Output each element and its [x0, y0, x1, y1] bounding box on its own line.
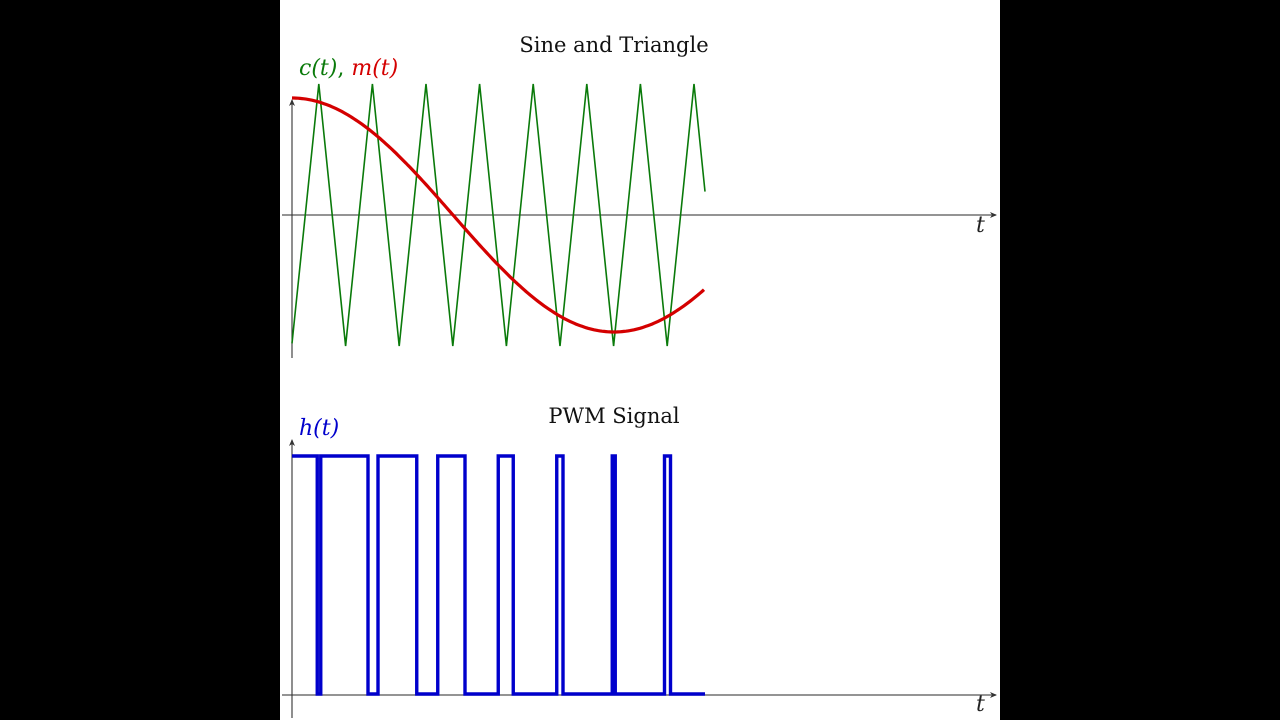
- pwm-signal-line: [292, 454, 705, 696]
- bottom-x-axis-label: t: [976, 692, 985, 717]
- figure-panel: [280, 0, 1000, 720]
- modulating-label: m(t): [351, 56, 399, 81]
- carrier-triangle-line: [291, 83, 706, 347]
- modulating-sine-line: [292, 96, 706, 334]
- top-y-axis-label: c(t), m(t): [299, 56, 398, 81]
- top-x-axis-label: t: [976, 213, 985, 238]
- bottom-chart-title: PWM Signal: [548, 404, 680, 428]
- carrier-label: c(t): [299, 56, 338, 81]
- top-chart-title: Sine and Triangle: [519, 33, 709, 57]
- label-separator: ,: [337, 56, 345, 81]
- top-chart: [282, 83, 997, 358]
- bottom-y-axis-label: h(t): [299, 416, 340, 441]
- bottom-chart: [282, 439, 997, 718]
